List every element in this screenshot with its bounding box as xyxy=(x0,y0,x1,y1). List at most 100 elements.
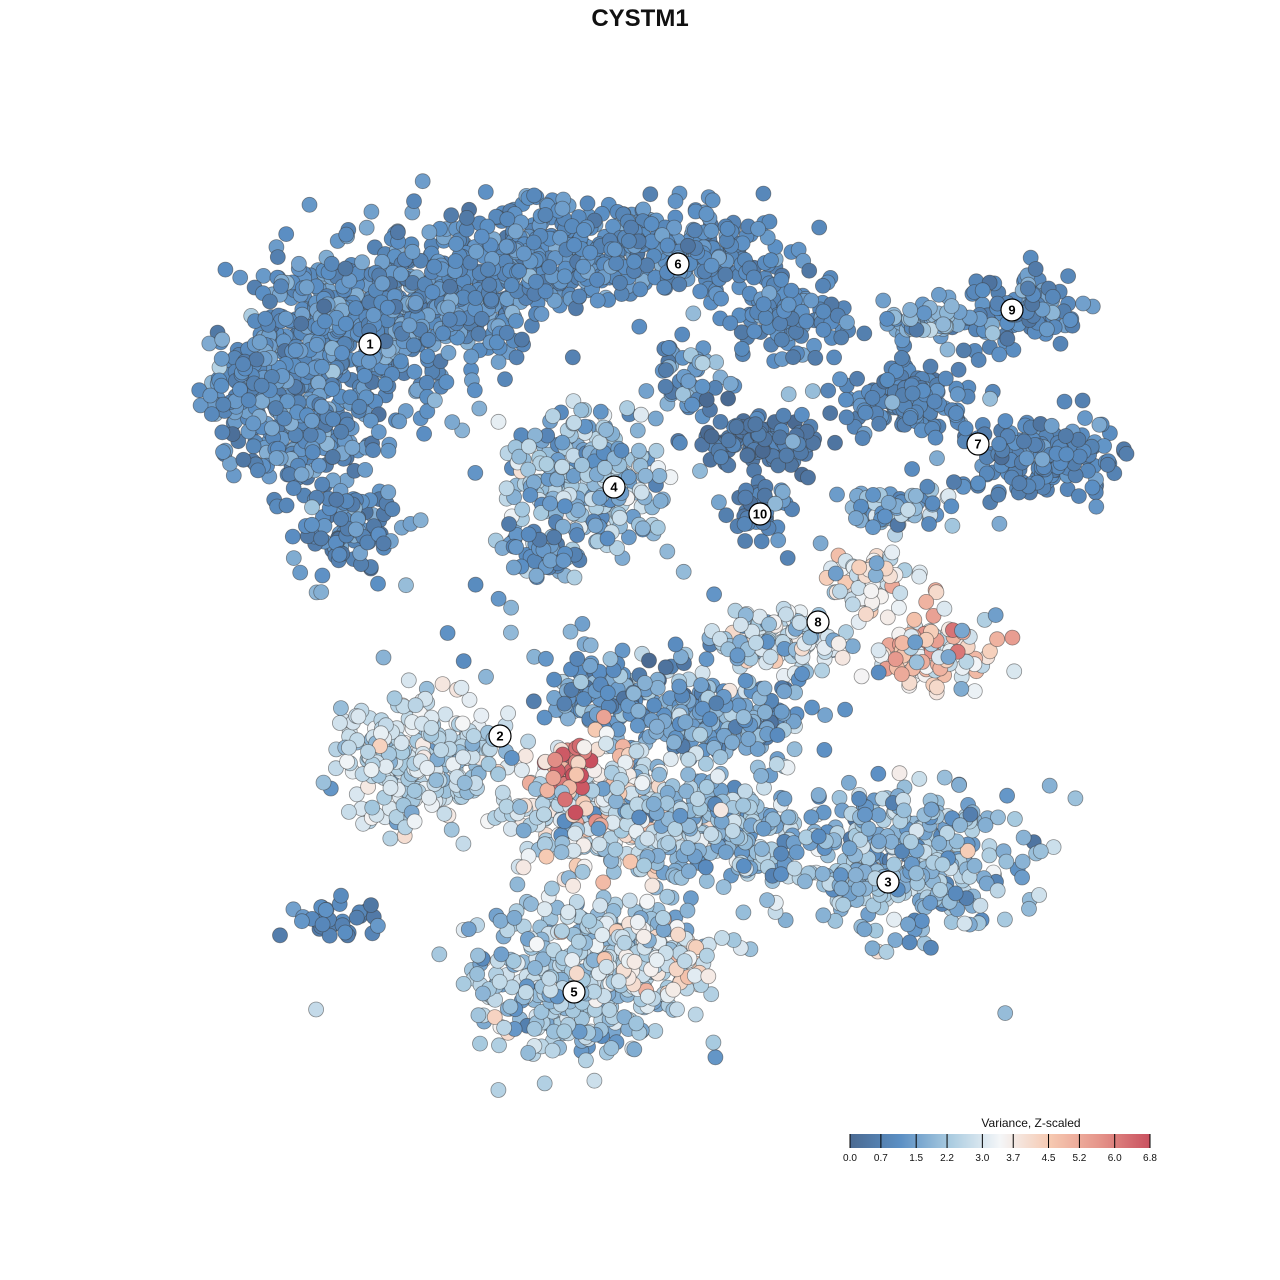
cell-point xyxy=(746,323,763,340)
cell-point xyxy=(870,807,887,823)
cell-point xyxy=(278,497,295,514)
cell-point xyxy=(1088,498,1105,515)
cell-point xyxy=(841,774,857,791)
cell-point xyxy=(536,901,553,918)
cell-point xyxy=(477,184,494,200)
cell-point xyxy=(997,413,1014,429)
cell-point xyxy=(1057,428,1074,444)
cell-point xyxy=(433,742,450,758)
cell-point xyxy=(460,921,477,938)
cell-point xyxy=(717,266,734,283)
cell-point xyxy=(448,235,465,252)
cell-point xyxy=(553,844,570,861)
cell-point xyxy=(253,377,270,394)
cell-point xyxy=(556,268,573,285)
cell-point xyxy=(837,701,853,718)
cell-point xyxy=(719,220,736,237)
cell-point xyxy=(629,717,646,734)
cell-point xyxy=(1058,446,1075,463)
cell-point xyxy=(596,709,612,725)
cell-point xyxy=(514,501,531,518)
cell-point xyxy=(566,569,583,586)
cell-point xyxy=(498,324,515,341)
cell-point xyxy=(811,219,828,236)
cell-point xyxy=(431,946,448,963)
cell-point xyxy=(847,867,864,883)
cell-point xyxy=(770,532,787,549)
cell-point xyxy=(337,315,354,332)
cell-point xyxy=(708,695,725,712)
cell-point xyxy=(574,457,590,473)
cell-point xyxy=(643,216,660,232)
cell-point xyxy=(389,224,406,241)
cell-point xyxy=(735,709,752,726)
cell-point xyxy=(703,428,720,445)
cell-point xyxy=(440,344,457,361)
cell-point xyxy=(851,559,868,576)
cell-point xyxy=(773,703,790,720)
cell-point xyxy=(589,271,605,288)
cell-point xyxy=(364,799,381,816)
cell-point xyxy=(502,998,519,1015)
cell-point xyxy=(536,1075,553,1092)
cell-point xyxy=(261,293,278,310)
cell-point xyxy=(566,414,582,431)
cell-point xyxy=(833,880,850,897)
cell-point xyxy=(681,863,697,880)
cell-point xyxy=(505,559,522,576)
cell-point xyxy=(304,499,320,516)
cell-point xyxy=(904,385,921,402)
cell-point xyxy=(970,352,987,369)
cell-point xyxy=(892,585,909,601)
cell-point xyxy=(817,707,833,723)
cell-point xyxy=(603,1040,620,1056)
cell-point xyxy=(785,349,801,366)
cell-point xyxy=(406,782,423,799)
cell-point xyxy=(707,1049,724,1066)
cell-point xyxy=(264,420,280,437)
cell-point xyxy=(991,346,1008,363)
cell-point xyxy=(455,976,472,992)
cell-point xyxy=(634,775,651,791)
cell-point xyxy=(401,317,418,334)
cell-point xyxy=(287,342,304,359)
cell-point xyxy=(249,462,266,479)
cell-point xyxy=(997,1005,1014,1021)
cell-point xyxy=(672,434,688,451)
cell-point xyxy=(490,413,507,430)
cell-point xyxy=(708,354,724,371)
cell-point xyxy=(545,770,562,786)
cell-point xyxy=(382,830,399,847)
cell-point xyxy=(612,274,628,291)
cell-point xyxy=(863,583,880,599)
cell-point xyxy=(365,442,382,459)
cell-point xyxy=(441,311,458,328)
cell-point xyxy=(570,502,586,519)
cell-point xyxy=(1071,448,1088,465)
cell-point xyxy=(232,269,249,286)
cell-point xyxy=(556,695,573,712)
cell-point xyxy=(669,1001,685,1018)
cell-point xyxy=(929,679,945,696)
cell-point xyxy=(365,307,382,324)
cell-point xyxy=(424,284,441,301)
cell-point xyxy=(1015,829,1032,846)
cell-point xyxy=(406,193,422,210)
points-layer xyxy=(191,173,1135,1098)
cell-point xyxy=(304,444,321,461)
cell-point xyxy=(454,715,471,732)
cell-point xyxy=(370,424,387,440)
cell-point xyxy=(931,835,947,852)
cell-point xyxy=(512,799,528,815)
cell-point xyxy=(599,530,616,547)
cell-point xyxy=(829,486,845,503)
cell-point xyxy=(763,252,779,269)
cell-point xyxy=(680,751,697,768)
cell-point xyxy=(783,282,800,299)
cell-point xyxy=(324,381,340,398)
cell-point xyxy=(528,567,545,584)
cell-point xyxy=(649,519,666,536)
cell-point xyxy=(514,762,530,778)
cell-point xyxy=(269,249,286,266)
cell-point xyxy=(313,358,330,375)
